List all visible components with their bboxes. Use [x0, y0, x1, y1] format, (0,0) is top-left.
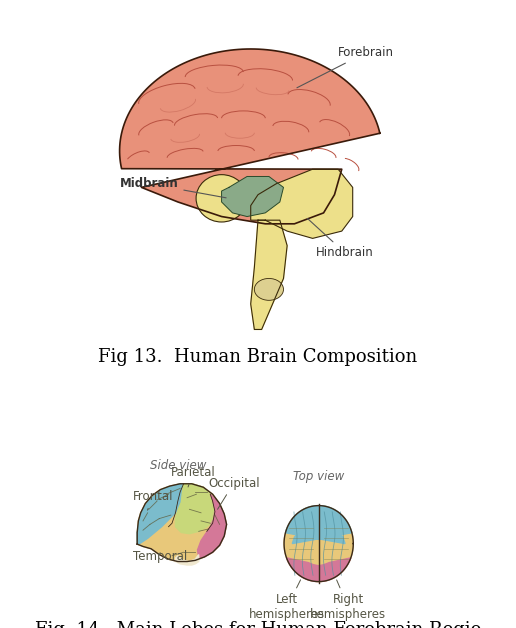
Text: Temporal: Temporal	[133, 550, 187, 563]
Polygon shape	[285, 506, 352, 544]
Polygon shape	[137, 484, 227, 561]
Polygon shape	[175, 484, 217, 534]
Text: Frontal: Frontal	[133, 490, 173, 510]
Ellipse shape	[254, 278, 283, 300]
Polygon shape	[137, 484, 184, 544]
Text: Midbrain: Midbrain	[120, 177, 226, 198]
Ellipse shape	[196, 175, 247, 222]
Polygon shape	[120, 49, 380, 224]
Text: Hindbrain: Hindbrain	[308, 219, 374, 259]
Polygon shape	[251, 220, 287, 330]
Text: Occipital: Occipital	[208, 477, 260, 509]
Text: Parietal: Parietal	[171, 466, 216, 487]
Text: Top view: Top view	[293, 470, 344, 484]
Text: Fig. 14.  Main Lobes for Human Forebrain Regio: Fig. 14. Main Lobes for Human Forebrain …	[35, 620, 481, 628]
Polygon shape	[284, 506, 353, 582]
Text: Fig 13.  Human Brain Composition: Fig 13. Human Brain Composition	[99, 348, 417, 366]
Text: Left
hemispheres: Left hemispheres	[249, 580, 325, 621]
Polygon shape	[221, 176, 283, 217]
Polygon shape	[286, 558, 351, 582]
Polygon shape	[175, 555, 199, 565]
Polygon shape	[198, 494, 227, 558]
Text: Side view: Side view	[150, 459, 206, 472]
Text: Right
hemispheres: Right hemispheres	[310, 580, 386, 621]
Polygon shape	[251, 169, 353, 239]
Text: Forebrain: Forebrain	[297, 46, 394, 88]
